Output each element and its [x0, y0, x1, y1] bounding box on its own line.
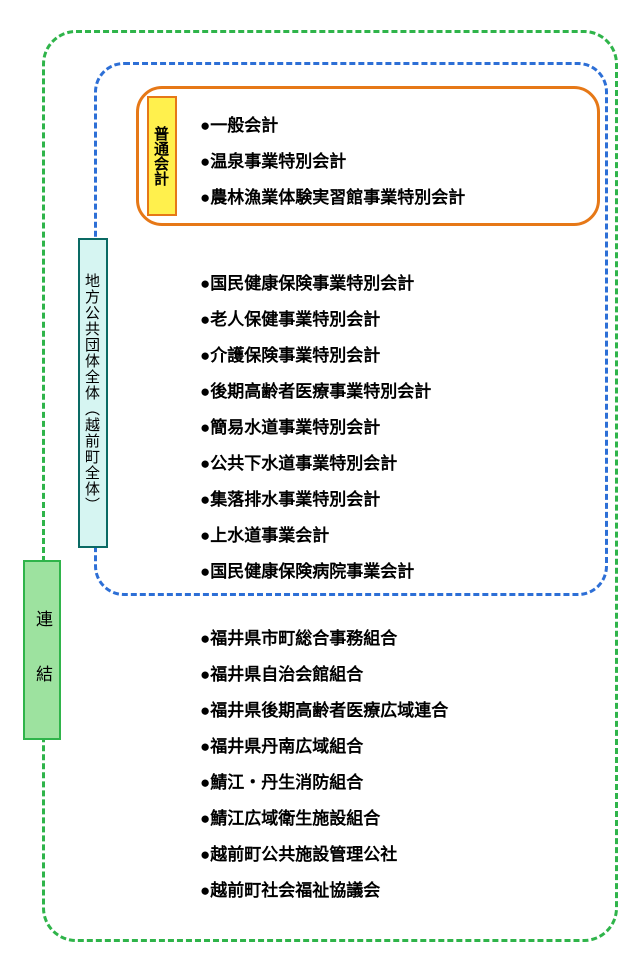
list-item: ●簡易水道事業特別会計: [200, 410, 431, 446]
list-item: ●老人保健事業特別会計: [200, 302, 431, 338]
label-consolidated: 連結: [23, 560, 61, 740]
list-item: ●農林漁業体験実習館事業特別会計: [200, 180, 465, 216]
list-item: ●福井県自治会館組合: [200, 657, 448, 693]
list-item: ●上水道事業会計: [200, 518, 431, 554]
list-item: ●後期高齢者医療事業特別会計: [200, 374, 431, 410]
list-item: ●越前町公共施設管理公社: [200, 837, 448, 873]
list-item: ●温泉事業特別会計: [200, 144, 465, 180]
label-municipal: 地方公共団体全体（越前町全体）: [78, 238, 108, 548]
list-item: ●福井県丹南広域組合: [200, 729, 448, 765]
list-item: ●国民健康保険病院事業会計: [200, 554, 431, 590]
list-item: ●福井県市町総合事務組合: [200, 621, 448, 657]
list-item: ●福井県後期高齢者医療広域連合: [200, 693, 448, 729]
list-item: ●介護保険事業特別会計: [200, 338, 431, 374]
municipal-accounts-list: ●国民健康保険事業特別会計●老人保健事業特別会計●介護保険事業特別会計●後期高齢…: [200, 266, 431, 590]
list-item: ●公共下水道事業特別会計: [200, 446, 431, 482]
list-item: ●国民健康保険事業特別会計: [200, 266, 431, 302]
list-item: ●鯖江広域衛生施設組合: [200, 801, 448, 837]
list-item: ●集落排水事業特別会計: [200, 482, 431, 518]
list-item: ●越前町社会福祉協議会: [200, 873, 448, 909]
list-item: ●鯖江・丹生消防組合: [200, 765, 448, 801]
list-item: ●一般会計: [200, 108, 465, 144]
ordinary-accounts-list: ●一般会計●温泉事業特別会計●農林漁業体験実習館事業特別会計: [200, 108, 465, 216]
consolidated-entities-list: ●福井県市町総合事務組合●福井県自治会館組合●福井県後期高齢者医療広域連合●福井…: [200, 621, 448, 909]
label-ordinary: 普通会計: [147, 96, 177, 216]
